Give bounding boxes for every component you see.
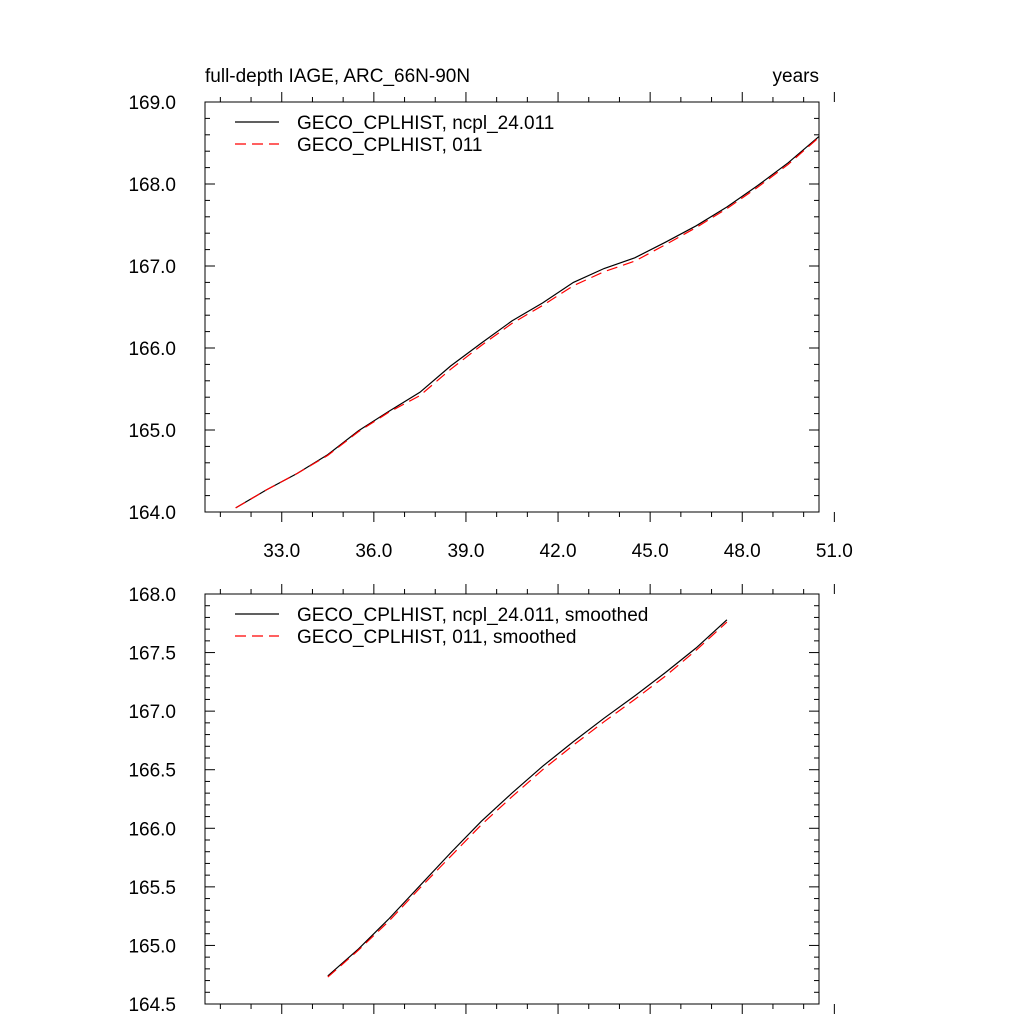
y-tick-label: 165.0 (128, 936, 176, 957)
legend-label-2: GECO_CPLHIST, 011, smoothed (297, 627, 577, 648)
series-line-1 (235, 135, 820, 509)
chart-panel-1: 164.0 165.0 166.0 167.0 168.0 169.0 33.0 36.0 39… (128, 66, 852, 562)
plot-frame (204, 101, 820, 513)
x-tick-label: 51.0 (816, 541, 853, 562)
x-tick-label: 36.0 (355, 541, 392, 562)
x-tick-label: 42.0 (540, 541, 577, 562)
legend-label-2: GECO_CPLHIST, 011 (297, 135, 483, 156)
chart-panel-2: 164.5 165.0 165.5 166.0 166.5 167.0 167.5 168.0… (128, 584, 835, 1016)
chart-title: full-depth IAGE, ARC_66N-90N (205, 66, 470, 87)
series-line-2 (327, 621, 728, 978)
x-tick-label: 45.0 (632, 541, 669, 562)
plot-frame (204, 593, 820, 1005)
legend-label-1: GECO_CPLHIST, ncpl_24.011, smoothed (297, 605, 648, 626)
series-line-2 (235, 136, 820, 509)
y-tick-label: 169.0 (128, 93, 176, 114)
y-tick-label: 168.0 (128, 175, 176, 196)
x-tick-label: 48.0 (724, 541, 761, 562)
x-tick-label: 39.0 (447, 541, 484, 562)
y-tick-label: 166.0 (128, 339, 176, 360)
series-line-1 (327, 619, 728, 977)
x-tick-label: 33.0 (263, 541, 300, 562)
y-tick-label: 166.0 (128, 819, 176, 840)
y-tick-label: 165.5 (128, 878, 176, 899)
y-tick-label: 164.0 (128, 503, 176, 524)
y-tick-label: 166.5 (128, 761, 176, 782)
legend-label-1: GECO_CPLHIST, ncpl_24.011 (297, 113, 554, 134)
y-tick-label: 167.5 (128, 644, 176, 665)
units-label: years (773, 66, 819, 87)
y-tick-label: 167.0 (128, 257, 176, 278)
y-tick-label: 168.0 (128, 585, 176, 606)
y-tick-label: 164.5 (128, 995, 176, 1016)
y-tick-label: 167.0 (128, 702, 176, 723)
y-tick-label: 165.0 (128, 421, 176, 442)
